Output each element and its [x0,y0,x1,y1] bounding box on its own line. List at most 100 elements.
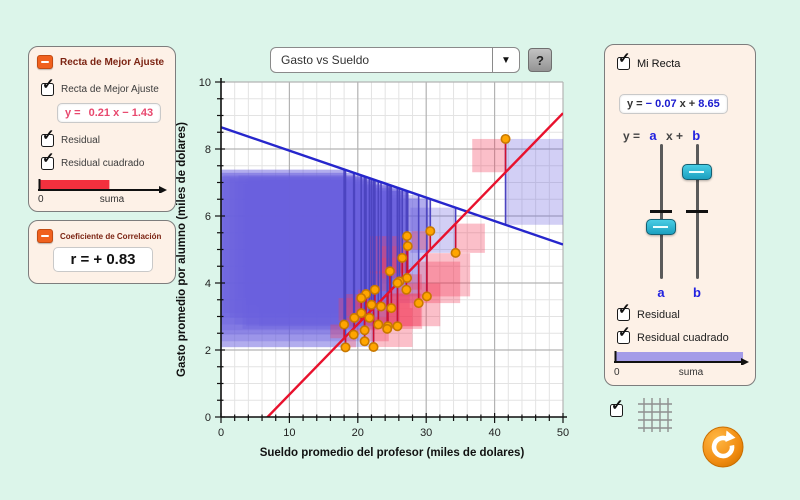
best-fit-line-checkbox[interactable]: Recta de Mejor Ajuste [41,83,159,96]
data-point[interactable] [340,342,351,353]
checkbox[interactable] [610,404,623,417]
data-point[interactable] [356,293,367,304]
data-point[interactable] [356,308,367,319]
data-point[interactable] [339,319,350,330]
intercept-slider-handle[interactable] [682,163,712,180]
my-line-panel: Mi Recta y = − 0.07 x + 8.65 y = a x + b… [604,44,756,386]
best-fit-equation: y = 0.21 x − 1.43 [57,103,162,123]
minus-icon [41,234,49,238]
my-line-template: y = a x + b [623,128,701,143]
collapse-best-fit-button[interactable] [37,55,53,69]
data-point[interactable] [369,284,380,295]
check-icon [42,151,55,166]
x-tick-label: 20 [352,427,364,439]
best-fit-residual-squared-checkbox[interactable]: Residual cuadrado [41,157,144,170]
data-point[interactable] [382,323,393,334]
checkbox[interactable] [617,57,630,70]
grid-icon[interactable] [636,396,674,434]
data-point[interactable] [359,325,370,336]
data-point[interactable] [392,321,403,332]
y-tick-label: 2 [205,345,211,357]
check-icon [42,128,55,143]
collapse-correlation-button[interactable] [37,229,53,243]
y-tick-label: 0 [205,412,211,424]
x-axis-title: Sueldo promedio del profesor (miles de d… [260,447,525,459]
data-point[interactable] [366,299,377,310]
check-icon [618,302,631,317]
data-point[interactable] [386,303,397,314]
data-points [339,133,511,353]
slope-slider-handle[interactable] [646,219,676,236]
best-fit-line[interactable] [221,112,563,465]
y-axis-title: Gasto promedio por alumno (miles de dola… [176,122,188,377]
equation-lhs: y = [65,107,81,119]
data-point[interactable] [348,329,359,340]
data-point[interactable] [364,312,375,323]
y-tick-label: 4 [205,278,211,290]
y-tick-label: 6 [205,211,211,223]
arrow-icon [741,358,749,365]
my-line-sum-bar [614,351,749,365]
x-tick-label: 30 [420,427,432,439]
best-fit-panel-title: Recta de Mejor Ajuste [60,56,165,68]
checkbox[interactable] [617,331,630,344]
slider-a-label: a [657,285,665,300]
data-point[interactable] [359,336,370,347]
data-point[interactable] [376,301,387,312]
reset-button[interactable] [702,426,744,468]
x-tick-label: 50 [557,427,569,439]
data-point[interactable] [421,291,432,302]
check-icon [618,325,631,340]
check-icon [618,51,631,66]
equation-rhs: 0.21 x − 1.43 [88,107,154,119]
x-tick-label: 0 [218,427,224,439]
best-fit-panel: Recta de Mejor Ajuste Recta de Mejor Aju… [28,46,176,212]
my-line-checkbox[interactable]: Mi Recta [617,57,680,70]
my-line-sum-labels: 0 suma [614,367,704,378]
help-button[interactable]: ? [528,48,552,72]
y-tick-label: 8 [205,144,211,156]
data-point[interactable] [392,278,403,289]
checkbox[interactable] [41,157,54,170]
correlation-panel: Coeficiente de Correlación r = + 0.83 [28,220,176,284]
x-tick-label: 40 [488,427,500,439]
arrow-icon [159,186,167,193]
grid-checkbox[interactable] [610,404,623,417]
intercept-slider[interactable] [682,144,712,279]
y-tick-label: 10 [199,77,211,89]
data-point[interactable] [413,298,424,309]
refresh-icon [702,426,744,468]
data-point[interactable] [402,231,413,242]
my-line-residual-checkbox[interactable]: Residual [617,308,680,321]
data-point[interactable] [401,284,412,295]
data-point[interactable] [368,341,379,352]
slope-slider[interactable] [646,144,676,279]
my-line-residual-squared-checkbox[interactable]: Residual cuadrado [617,331,729,344]
data-point[interactable] [384,266,395,277]
checkbox[interactable] [41,134,54,147]
my-line-equation: y = − 0.07 x + 8.65 [619,94,728,114]
data-point[interactable] [425,226,436,237]
slider-b-label: b [693,285,701,300]
best-fit-sum-bar [38,179,167,193]
my-line[interactable] [221,126,563,246]
x-tick-label: 10 [283,427,295,439]
correlation-value: r = + 0.83 [53,247,153,272]
data-point[interactable] [450,247,461,258]
slider-zero-tick [686,210,708,213]
data-point[interactable] [349,312,360,323]
checkbox[interactable] [41,83,54,96]
data-point[interactable] [500,133,511,144]
correlation-panel-title: Coeficiente de Correlación [60,231,162,241]
my-line-squared-residuals [221,138,563,348]
dataset-dropdown[interactable]: Gasto vs Sueldo [270,47,520,73]
scatter-chart[interactable]: 0 10 20 30 40 50 0 2 4 6 8 10 Sueldo promedio del pr… [168,58,604,488]
data-point[interactable] [397,252,408,263]
minus-icon [41,60,49,64]
data-point[interactable] [402,241,413,252]
check-icon [42,77,55,92]
best-fit-sum-labels: 0 suma [38,194,125,205]
data-point[interactable] [373,319,384,330]
checkbox[interactable] [617,308,630,321]
best-fit-residual-checkbox[interactable]: Residual [41,134,100,147]
